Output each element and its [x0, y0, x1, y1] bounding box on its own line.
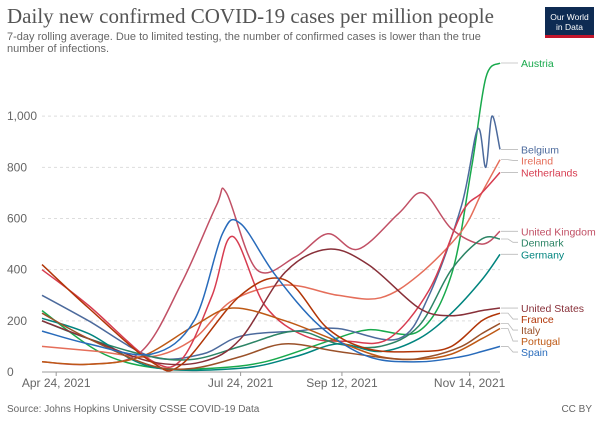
series-line-austria[interactable] — [41, 62, 501, 370]
license-link[interactable]: CC BY — [561, 404, 592, 415]
y-tick-label: 400 — [7, 263, 27, 277]
series-label-netherlands[interactable]: Netherlands — [521, 167, 578, 179]
series-label-portugal[interactable]: Portugal — [521, 336, 560, 348]
logo-line-2: in Data — [556, 22, 583, 32]
x-tick-label: Apr 24, 2021 — [22, 376, 91, 390]
series-label-united-states[interactable]: United States — [521, 303, 584, 315]
y-tick-label: 1,000 — [7, 109, 37, 123]
axes: 0 200 400 600 800 1,000 Apr 24, 2021 Jul 24, 20… — [7, 109, 506, 390]
chart-title: Daily new confirmed COVID-19 cases per m… — [7, 4, 494, 28]
series-line-italy[interactable] — [41, 312, 501, 371]
series-label-italy[interactable]: Italy — [521, 325, 541, 337]
x-tick-label: Sep 12, 2021 — [306, 376, 378, 390]
owid-logo[interactable]: Our World in Data — [545, 7, 594, 38]
label-connector — [501, 159, 518, 161]
y-tick-label: 600 — [7, 212, 27, 226]
series-label-belgium[interactable]: Belgium — [521, 144, 559, 156]
series-label-denmark[interactable]: Denmark — [521, 237, 564, 249]
series-line-denmark[interactable] — [41, 235, 501, 361]
series-label-spain[interactable]: Spain — [521, 347, 548, 359]
x-tick-label: Nov 14, 2021 — [434, 376, 506, 390]
series-label-ireland[interactable]: Ireland — [521, 155, 553, 167]
label-connector — [501, 322, 518, 331]
series-label-germany[interactable]: Germany — [521, 249, 565, 261]
y-tick-label: 0 — [7, 365, 14, 379]
series-line-united-states[interactable] — [41, 248, 501, 366]
logo-line-1: Our World — [550, 12, 589, 22]
label-connector — [501, 238, 518, 243]
series-line-belgium[interactable] — [41, 115, 501, 360]
chart-subtitle: 7-day rolling average. Due to limited te… — [7, 31, 481, 55]
series-line-united-kingdom[interactable] — [41, 187, 501, 366]
series-label-austria[interactable]: Austria — [521, 58, 554, 70]
y-tick-label: 800 — [7, 160, 27, 174]
label-connector — [501, 328, 518, 342]
series-line-portugal[interactable] — [41, 307, 501, 366]
grid-lines — [42, 115, 500, 373]
x-tick-label: Jul 24, 2021 — [208, 376, 274, 390]
label-connector — [501, 312, 518, 320]
series-label-france[interactable]: France — [521, 314, 554, 326]
series-line-spain[interactable] — [41, 218, 501, 363]
series-label-united-kingdom[interactable]: United Kingdom — [521, 226, 596, 238]
label-connector — [501, 346, 518, 353]
y-tick-label: 200 — [7, 314, 27, 328]
series-lines — [41, 62, 501, 372]
source-note: Source: Johns Hopkins University CSSE CO… — [7, 404, 260, 415]
